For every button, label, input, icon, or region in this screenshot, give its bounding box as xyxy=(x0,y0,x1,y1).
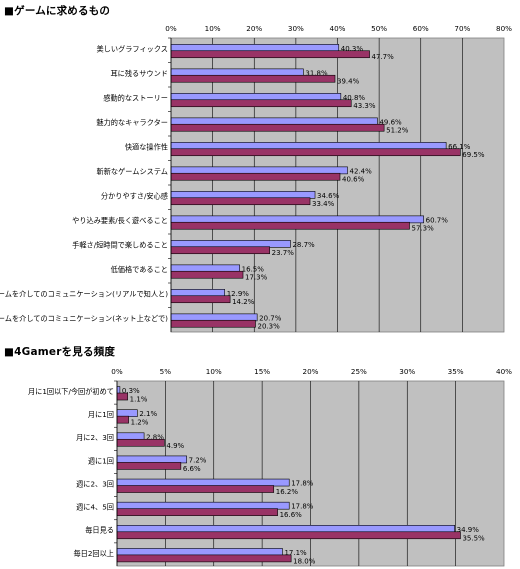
chart2-bar xyxy=(116,485,275,493)
chart2-category-label: 毎日見る xyxy=(85,526,114,535)
chart1-data-label: 40.3% xyxy=(341,45,364,53)
chart1-category-label: 斬新なゲームシステム xyxy=(97,167,168,176)
chart2-data-label: 4.9% xyxy=(166,442,184,450)
chart1-data-label: 17.3% xyxy=(245,274,268,282)
chart1-category-label: ゲームを介してのコミュニケーション(ネット上などで) xyxy=(0,314,168,323)
chart2-data-label: 17.8% xyxy=(291,503,314,511)
chart1-tick-label: 70% xyxy=(454,24,470,33)
chart2-data-label: 2.1% xyxy=(139,410,157,418)
chart2-bar xyxy=(116,524,455,533)
chart2-tick-label: 20% xyxy=(303,367,319,376)
chart1-category-label: やり込み要素/長く遊べること xyxy=(72,216,168,225)
chart2-bar xyxy=(116,508,278,516)
chart2-tick-label: 40% xyxy=(496,367,512,376)
chart2-bar xyxy=(116,462,182,470)
chart1-tick-label: 40% xyxy=(330,24,346,33)
chart1-data-label: 39.4% xyxy=(337,78,360,86)
chart1-category-label: 分かりやすさ/安心感 xyxy=(101,192,168,201)
chart2-category-label: 月に2、3回 xyxy=(76,433,114,442)
chart2-bar xyxy=(116,386,121,394)
chart2-bar xyxy=(116,548,283,556)
chart2-data-label: 17.1% xyxy=(284,549,307,557)
chart1-data-label: 33.4% xyxy=(312,200,335,208)
chart1-data-label: 20.7% xyxy=(259,314,282,322)
chart1-data-label: 31.8% xyxy=(305,69,328,77)
chart2-category-label: 週に4、5回 xyxy=(76,503,114,512)
chart2-tick-label: 0% xyxy=(111,367,123,376)
chart2-category-label: 月に1回以下/今回が初めて xyxy=(28,387,114,396)
chart2-data-label: 7.2% xyxy=(189,456,207,464)
chart1-data-label: 49.6% xyxy=(379,118,402,126)
chart2-bar xyxy=(116,432,145,441)
chart1-category-label: 低価格であること xyxy=(111,265,168,274)
chart2-tick-label: 10% xyxy=(206,367,222,376)
chart1-data-label: 28.7% xyxy=(292,241,315,249)
chart1-data-label: 57.3% xyxy=(412,225,435,233)
chart2-data-label: 2.8% xyxy=(146,433,164,441)
chart1-category-label: 耳に残るサウンド xyxy=(110,69,168,78)
chart2-data-label: 1.2% xyxy=(131,419,149,427)
chart1-category-label: 美しいグラフィックス xyxy=(96,45,168,54)
chart2-title: ■4Gamerを見る頻度 xyxy=(4,346,116,358)
chart1-tick-label: 80% xyxy=(496,24,512,33)
chart1-data-label: 12.9% xyxy=(227,290,250,298)
chart1-data-label: 34.6% xyxy=(317,192,340,200)
chart1-data-label: 14.2% xyxy=(232,298,255,306)
chart1-category-label: 魅力的なキャラクター xyxy=(96,118,168,127)
chart2-data-label: 18.0% xyxy=(293,557,316,565)
chart2-data-label: 1.1% xyxy=(130,396,148,404)
chart2-tick-label: 15% xyxy=(254,367,270,376)
chart2-data-label: 16.2% xyxy=(276,488,299,496)
chart1-category-label: 快適な操作性 xyxy=(125,143,168,152)
chart1-data-label: 43.3% xyxy=(353,102,376,110)
chart1-category-label: 手軽さ/短時間で楽しめること xyxy=(72,241,168,250)
chart2-data-label: 16.6% xyxy=(280,511,303,519)
chart2-category-label: 週に2、3回 xyxy=(76,479,114,488)
chart2-tick-label: 25% xyxy=(351,367,367,376)
chart1-tick-label: 0% xyxy=(165,24,177,33)
chart2-category-label: 月に1回 xyxy=(88,410,114,419)
chart2-tick-label: 35% xyxy=(448,367,464,376)
chart2-data-label: 17.8% xyxy=(291,480,314,488)
chart1-data-label: 42.4% xyxy=(349,167,372,175)
chart2-bar xyxy=(116,409,138,417)
chart2-category-label: 毎日2回以上 xyxy=(73,549,114,558)
chart1-tick-label: 30% xyxy=(288,24,304,33)
chart1-data-label: 16.5% xyxy=(242,265,265,273)
chart1-data-label: 60.7% xyxy=(426,216,449,224)
chart2-bar xyxy=(116,531,461,540)
chart2-bar xyxy=(116,415,129,424)
chart1-title: ■ゲームに求めるもの xyxy=(4,5,111,17)
chart1-svg: 0% 10% 20% 30% 40% 50% 60% 70% 80% 美しいグラフィックス 40.3… xyxy=(0,24,512,333)
chart1-data-label: 66.1% xyxy=(448,143,471,151)
chart1-tick-label: 60% xyxy=(413,24,429,33)
chart2-bar xyxy=(116,438,165,447)
chart2-data-label: 35.5% xyxy=(462,534,485,542)
chart2-bar xyxy=(116,455,187,464)
chart2-bar xyxy=(116,554,292,563)
chart2-data-label: 0.3% xyxy=(122,387,140,395)
chart1-tick-label: 50% xyxy=(371,24,387,33)
chart1-category-label: 感動的なストーリー xyxy=(103,94,168,103)
chart2-bar xyxy=(116,501,290,510)
chart2-data-label: 34.9% xyxy=(457,526,480,534)
chart1-data-label: 69.5% xyxy=(462,151,485,159)
chart2-tick-label: 30% xyxy=(399,367,415,376)
chart1-data-label: 47.7% xyxy=(372,53,395,61)
chart1-data-label: 40.6% xyxy=(342,176,365,184)
chart1-tick-label: 10% xyxy=(205,24,221,33)
chart1-data-label: 20.3% xyxy=(257,323,280,331)
chart1-data-label: 51.2% xyxy=(386,127,409,135)
chart2-bar xyxy=(116,478,290,487)
chart2-tick-label: 5% xyxy=(160,367,172,376)
chart1-category-label: ゲームを介してのコミュニケーション(リアルで知人と) xyxy=(0,290,168,299)
chart1-data-label: 40.8% xyxy=(343,94,366,102)
chart2-category-label: 週に1回 xyxy=(88,456,114,465)
chart2-bar xyxy=(116,392,128,401)
chart1-data-label: 23.7% xyxy=(272,249,295,257)
chart2-data-label: 6.6% xyxy=(183,465,201,473)
chart1-tick-label: 20% xyxy=(246,24,262,33)
